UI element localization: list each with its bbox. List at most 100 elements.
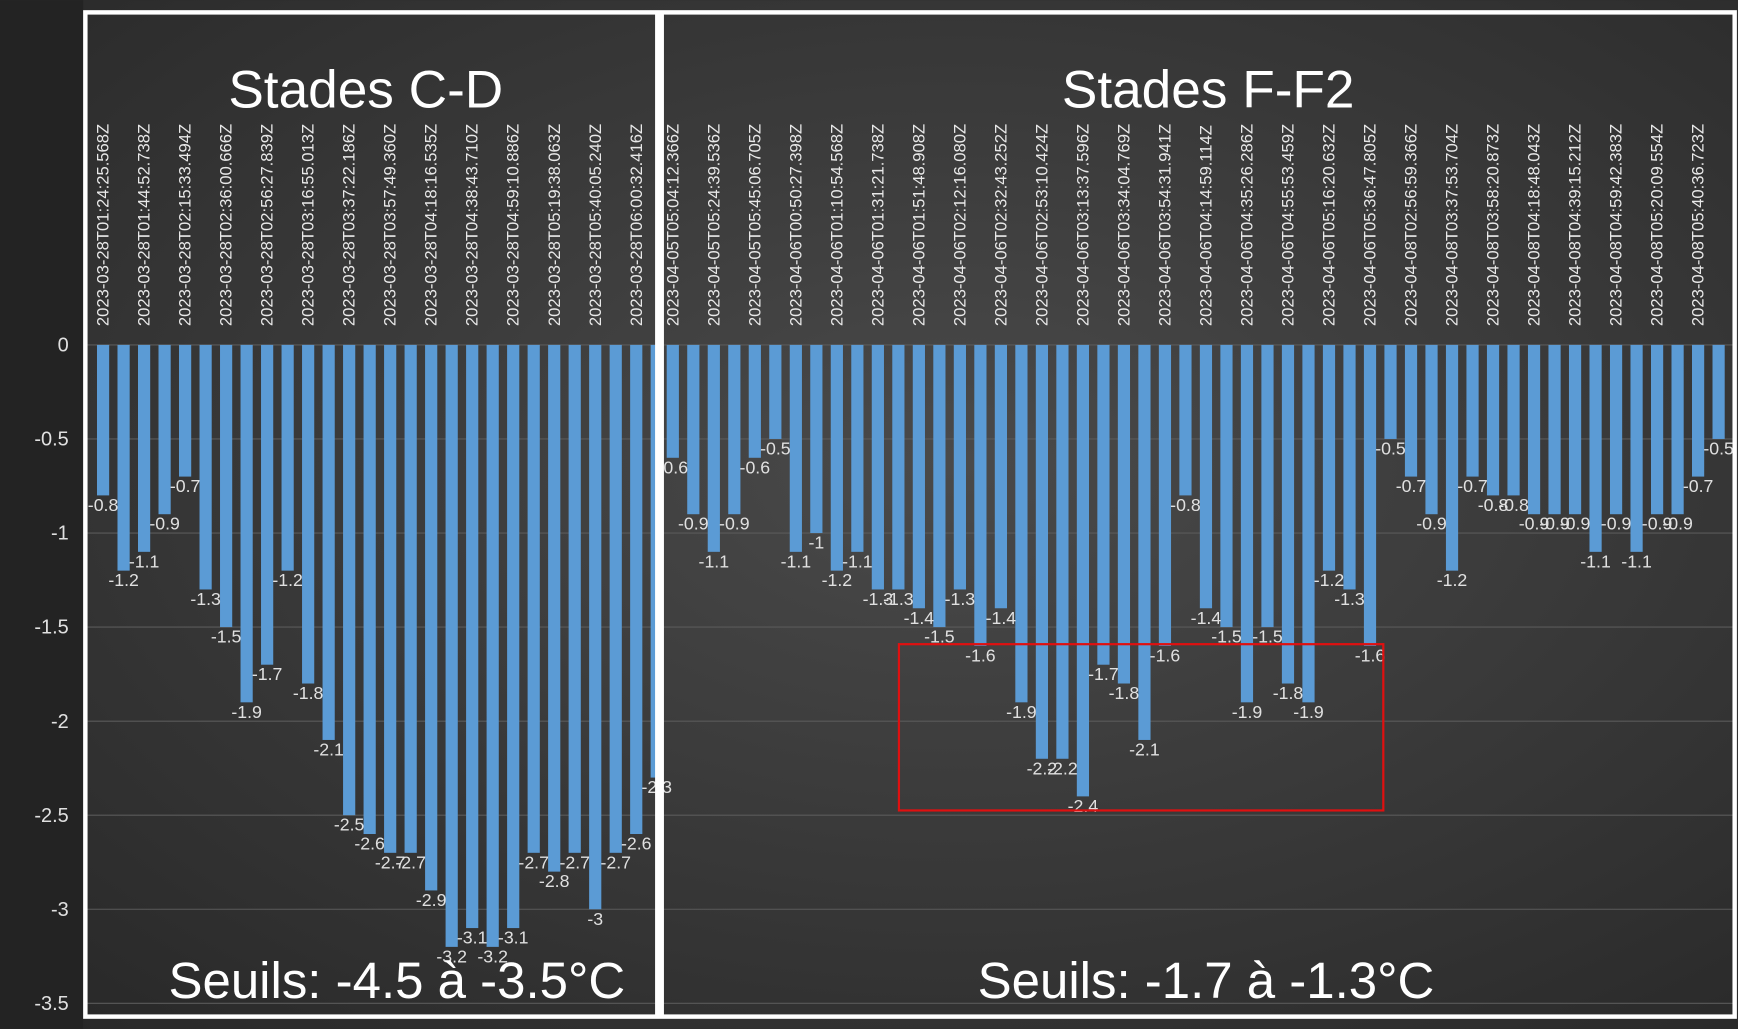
value-label: -2.7 xyxy=(395,852,426,872)
bar xyxy=(871,344,884,590)
labels: 0 -0.5 -1 -1.5 -2 -2.5 -3 -3.5 -0.8 2023-03-28T01… xyxy=(34,124,1734,1015)
value-label: -1.1 xyxy=(699,551,730,571)
bar xyxy=(425,344,438,891)
value-label: -1.6 xyxy=(1150,645,1181,665)
x-tick-label: 2023-03-28T04:38:43.710Z xyxy=(463,124,482,326)
y-tick-label: -2.5 xyxy=(34,805,68,827)
value-label: -1.7 xyxy=(1088,664,1119,684)
value-label: -1.4 xyxy=(986,608,1017,628)
x-tick-label: 2023-04-06T02:12:16.080Z xyxy=(950,124,969,326)
bar xyxy=(404,344,417,853)
bar xyxy=(1220,344,1233,628)
x-tick-label: 2023-04-08T04:18:48.043Z xyxy=(1525,124,1544,326)
bar xyxy=(1630,344,1643,552)
threshold-note: Seuils: -4.5 à -3.5°C xyxy=(168,952,625,1009)
y-tick-label: -1.5 xyxy=(34,617,68,639)
bar xyxy=(1302,344,1315,703)
bar xyxy=(609,344,622,853)
x-tick-label: 2023-04-06T03:34:04.769Z xyxy=(1114,124,1133,326)
value-label: -1.9 xyxy=(1232,702,1263,722)
value-label: -3.1 xyxy=(457,928,488,948)
value-label: -1.8 xyxy=(1109,683,1140,703)
value-label: -1.1 xyxy=(781,551,812,571)
x-tick-label: 2023-03-28T02:56:27.839Z xyxy=(258,124,277,326)
bar xyxy=(507,344,520,929)
grid xyxy=(85,344,1735,1004)
value-label: -0.8 xyxy=(88,495,119,515)
bar xyxy=(1240,344,1254,703)
value-label: -1.8 xyxy=(293,683,324,703)
value-label: -0.7 xyxy=(1457,476,1488,496)
value-label: -0.6 xyxy=(658,457,689,477)
bar xyxy=(1507,344,1520,496)
value-label: -3.1 xyxy=(498,928,529,948)
value-label: -1.1 xyxy=(1580,551,1611,571)
value-label: -2.7 xyxy=(375,852,406,872)
value-label: -1 xyxy=(808,533,824,553)
value-label: -0.6 xyxy=(740,457,771,477)
bar xyxy=(96,344,110,496)
x-tick-label: 2023-04-05T05:45:06.705Z xyxy=(745,124,764,326)
x-tick-label: 2023-04-06T05:36:47.805Z xyxy=(1361,124,1380,326)
bar xyxy=(322,344,335,740)
value-label: -0.5 xyxy=(760,438,791,458)
value-label: -2.2 xyxy=(1047,758,1078,778)
bar xyxy=(568,344,581,853)
value-label: -1.4 xyxy=(1191,608,1222,628)
value-label: -1.5 xyxy=(211,627,242,647)
bar xyxy=(1261,344,1274,628)
x-tick-label: 2023-04-06T03:54:31.941Z xyxy=(1155,124,1174,326)
bar xyxy=(137,344,151,552)
value-label: -2.7 xyxy=(518,852,549,872)
value-label: -1.5 xyxy=(1252,627,1283,647)
value-label: -0.9 xyxy=(1416,514,1447,534)
bar xyxy=(1712,344,1725,439)
x-tick-label: 2023-04-05T05:24:39.536Z xyxy=(704,124,723,326)
value-label: -2.7 xyxy=(600,852,631,872)
bar xyxy=(589,344,602,910)
panel-frame xyxy=(659,10,1737,1019)
value-label: -2.6 xyxy=(354,834,385,854)
value-label: -0.9 xyxy=(1642,514,1673,534)
value-label: -1.1 xyxy=(1621,551,1652,571)
bar xyxy=(1404,344,1418,477)
value-label: -0.8 xyxy=(1170,495,1201,515)
bar xyxy=(548,344,561,872)
y-tick-label: -0.5 xyxy=(34,429,68,451)
value-label: -2.8 xyxy=(539,871,570,891)
bar xyxy=(630,344,643,835)
x-tick-label: 2023-03-28T06:00:32.416Z xyxy=(627,124,646,326)
x-tick-label: 2023-04-06T04:55:53.459Z xyxy=(1279,124,1298,326)
bar xyxy=(666,344,679,458)
x-tick-label: 2023-04-06T01:31:21.738Z xyxy=(868,124,887,326)
threshold-note: Seuils: -1.7 à -1.3°C xyxy=(978,952,1435,1009)
bar xyxy=(912,344,925,609)
bar xyxy=(933,344,946,628)
value-label: -1.9 xyxy=(1293,702,1324,722)
bar xyxy=(1568,344,1582,515)
bar xyxy=(728,344,741,515)
x-tick-label: 2023-04-08T02:56:59.366Z xyxy=(1402,124,1421,326)
value-label: -1.8 xyxy=(1273,683,1304,703)
value-label: -1.3 xyxy=(863,589,894,609)
x-tick-label: 2023-04-08T03:37:53.704Z xyxy=(1443,124,1462,326)
value-label: -0.5 xyxy=(1375,438,1406,458)
bar xyxy=(1343,344,1356,590)
value-label: -1.7 xyxy=(252,664,283,684)
bar xyxy=(1015,344,1028,703)
value-label: -0.7 xyxy=(1396,476,1427,496)
x-tick-label: 2023-04-05T05:04:12.366Z xyxy=(663,124,682,326)
value-label: -1.3 xyxy=(190,589,221,609)
bar xyxy=(486,344,499,947)
x-tick-label: 2023-04-06T05:16:20.632Z xyxy=(1320,124,1339,326)
bar xyxy=(384,344,397,853)
value-label: -0.9 xyxy=(1601,514,1632,534)
value-label: -1.6 xyxy=(965,645,996,665)
y-tick-label: -3 xyxy=(51,899,69,921)
x-tick-label: 2023-03-28T04:59:10.886Z xyxy=(504,124,523,326)
value-label: -0.8 xyxy=(1478,495,1509,515)
bar xyxy=(769,344,782,439)
value-label: -1.4 xyxy=(904,608,935,628)
x-tick-label: 2023-03-28T01:24:25.568Z xyxy=(94,124,113,326)
bar xyxy=(363,344,376,835)
